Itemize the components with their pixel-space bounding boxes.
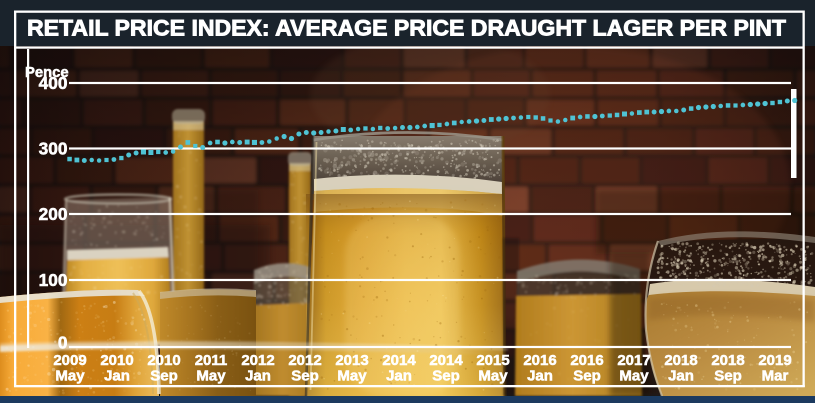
svg-text:2017: 2017 [617,352,650,369]
svg-text:2010: 2010 [100,352,133,369]
svg-text:2018: 2018 [711,352,744,369]
svg-text:2011: 2011 [195,352,228,369]
svg-text:2012: 2012 [241,352,274,369]
svg-text:Sep: Sep [150,368,178,385]
svg-text:Mar: Mar [762,368,789,385]
svg-text:Jan: Jan [527,368,553,385]
svg-text:May: May [55,368,85,385]
svg-text:Jan: Jan [104,368,130,385]
svg-text:Sep: Sep [573,368,601,385]
svg-text:2019: 2019 [758,352,791,369]
svg-text:2016: 2016 [570,352,603,369]
svg-text:2010: 2010 [147,352,180,369]
svg-text:100: 100 [39,270,68,290]
svg-text:May: May [619,368,649,385]
svg-text:0: 0 [58,333,68,353]
svg-text:2009: 2009 [53,352,86,369]
svg-text:2013: 2013 [335,352,368,369]
svg-text:2015: 2015 [476,352,509,369]
svg-text:Jan: Jan [245,368,271,385]
svg-text:2018: 2018 [664,352,697,369]
svg-text:Sep: Sep [291,368,319,385]
svg-text:May: May [337,368,367,385]
svg-text:2012: 2012 [288,352,321,369]
svg-text:300: 300 [39,139,68,159]
svg-text:2014: 2014 [382,352,416,369]
svg-text:Jan: Jan [386,368,412,385]
svg-text:2016: 2016 [523,352,556,369]
svg-text:Jan: Jan [668,368,694,385]
svg-text:Sep: Sep [432,368,460,385]
svg-text:Pence: Pence [25,65,69,81]
svg-text:RETAIL PRICE INDEX: AVERAGE PR: RETAIL PRICE INDEX: AVERAGE PRICE DRAUGH… [27,16,786,41]
svg-text:400: 400 [39,73,68,93]
svg-text:May: May [478,368,508,385]
svg-text:May: May [196,368,226,385]
svg-text:2014: 2014 [429,352,463,369]
svg-text:Sep: Sep [714,368,742,385]
svg-text:200: 200 [39,204,68,224]
